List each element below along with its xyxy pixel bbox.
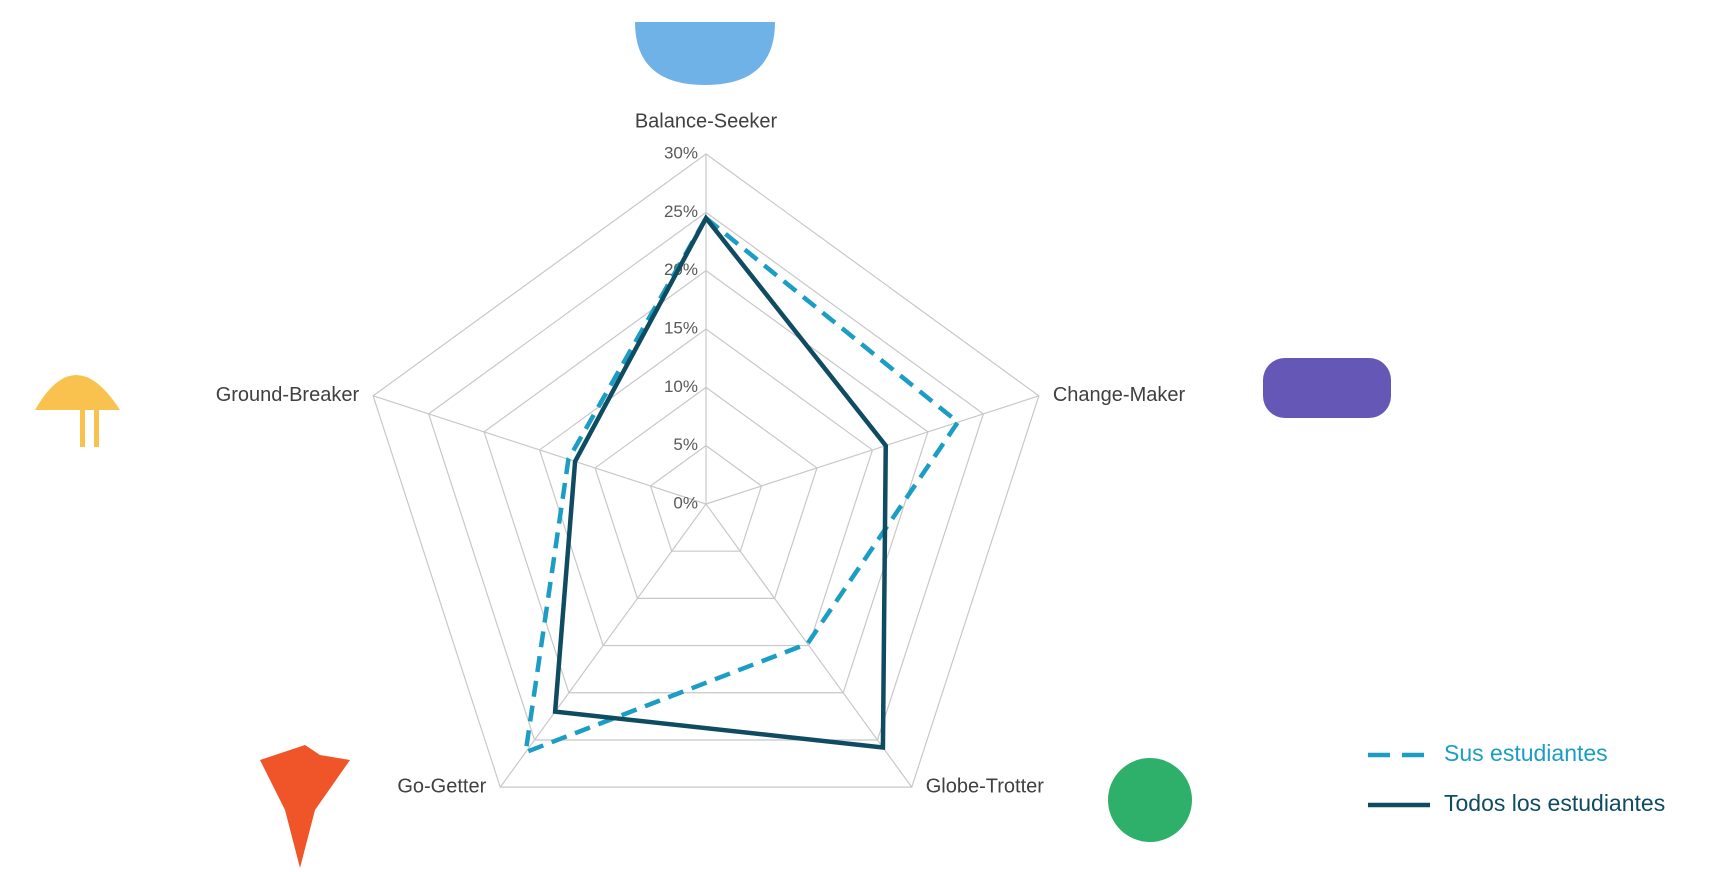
grid-ring xyxy=(483,269,929,694)
axis-label: Balance-Seeker xyxy=(635,110,778,132)
tick-label: 30% xyxy=(664,143,698,162)
grid-ring xyxy=(427,211,985,741)
axis-label: Change-Maker xyxy=(1053,384,1186,406)
axis-spoke xyxy=(499,503,707,788)
axis-label: Ground-Breaker xyxy=(216,384,360,406)
grid-ring xyxy=(649,444,763,552)
axis-label: Go-Getter xyxy=(397,775,486,797)
axis-spoke xyxy=(705,395,1040,505)
grid-ring xyxy=(594,386,818,599)
grid-ring xyxy=(538,328,874,647)
character-ground-leg xyxy=(94,405,99,447)
tick-label: 10% xyxy=(664,377,698,396)
axis-spoke xyxy=(372,395,707,505)
series-line xyxy=(552,214,889,751)
axis-spoke xyxy=(705,503,913,788)
axis-label: Globe-Trotter xyxy=(926,775,1045,797)
legend-label: Sus estudiantes xyxy=(1444,740,1608,766)
character-change xyxy=(1263,358,1391,418)
grid-ring xyxy=(372,153,1040,788)
tick-label: 5% xyxy=(673,435,698,454)
character-ground xyxy=(35,375,120,410)
tick-label: 25% xyxy=(664,202,698,221)
decorations xyxy=(35,22,1391,868)
character-go xyxy=(260,745,350,868)
legend-label: Todos los estudiantes xyxy=(1444,790,1665,816)
tick-label: 0% xyxy=(673,493,698,512)
character-ground-leg xyxy=(80,405,85,447)
series-line xyxy=(522,214,961,756)
character-balance xyxy=(635,22,775,85)
radar-plot: Balance-Seeker Change-Maker Globe-Trotter G… xyxy=(216,110,1665,816)
tick-label: 15% xyxy=(664,318,698,337)
character-globe xyxy=(1108,758,1192,842)
